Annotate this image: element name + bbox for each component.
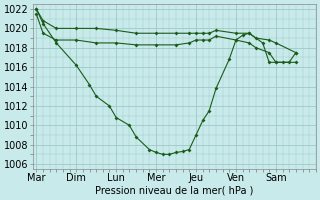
X-axis label: Pression niveau de la mer( hPa ): Pression niveau de la mer( hPa ) <box>95 186 254 196</box>
